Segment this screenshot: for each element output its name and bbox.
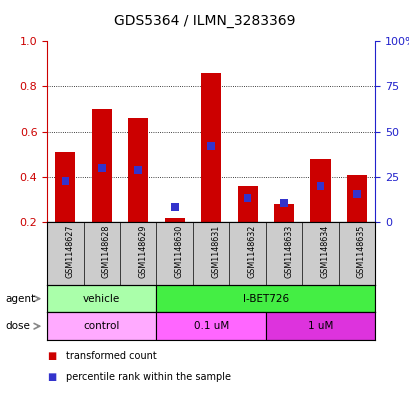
Bar: [47, 285, 156, 312]
Bar: [310, 159, 330, 222]
Bar: [352, 190, 360, 198]
Text: GSM1148633: GSM1148633: [283, 224, 292, 278]
Bar: [55, 152, 75, 222]
Bar: [164, 217, 184, 222]
Text: GSM1148630: GSM1148630: [174, 224, 183, 278]
Bar: [237, 186, 257, 222]
Text: GSM1148629: GSM1148629: [138, 224, 147, 278]
Bar: [92, 109, 112, 222]
Bar: [128, 118, 148, 222]
Text: GSM1148627: GSM1148627: [65, 224, 74, 278]
Bar: [279, 199, 287, 207]
Text: GSM1148635: GSM1148635: [356, 224, 365, 278]
Text: agent: agent: [5, 294, 35, 304]
Text: 0.1 uM: 0.1 uM: [193, 321, 228, 331]
Bar: [243, 195, 251, 202]
Bar: [346, 174, 366, 222]
Text: ■: ■: [47, 372, 56, 382]
Text: GSM1148632: GSM1148632: [247, 224, 256, 278]
Bar: [273, 204, 293, 222]
Bar: [265, 312, 374, 340]
Bar: [316, 182, 324, 190]
Bar: [156, 312, 265, 340]
Text: dose: dose: [5, 321, 30, 331]
Text: ■: ■: [47, 351, 56, 361]
Bar: [98, 164, 106, 172]
Text: 1 uM: 1 uM: [307, 321, 333, 331]
Text: vehicle: vehicle: [83, 294, 120, 304]
Text: transformed count: transformed count: [65, 351, 156, 361]
Text: GSM1148628: GSM1148628: [101, 224, 110, 278]
Text: GSM1148631: GSM1148631: [211, 224, 220, 278]
Bar: [134, 166, 142, 174]
Text: percentile rank within the sample: percentile rank within the sample: [65, 372, 230, 382]
Bar: [156, 285, 374, 312]
Text: I-BET726: I-BET726: [242, 294, 288, 304]
Bar: [47, 312, 156, 340]
Bar: [201, 73, 220, 222]
Bar: [207, 142, 214, 150]
Text: GDS5364 / ILMN_3283369: GDS5364 / ILMN_3283369: [114, 14, 295, 28]
Text: control: control: [83, 321, 120, 331]
Bar: [171, 204, 178, 211]
Text: GSM1148634: GSM1148634: [320, 224, 329, 278]
Bar: [61, 177, 69, 185]
